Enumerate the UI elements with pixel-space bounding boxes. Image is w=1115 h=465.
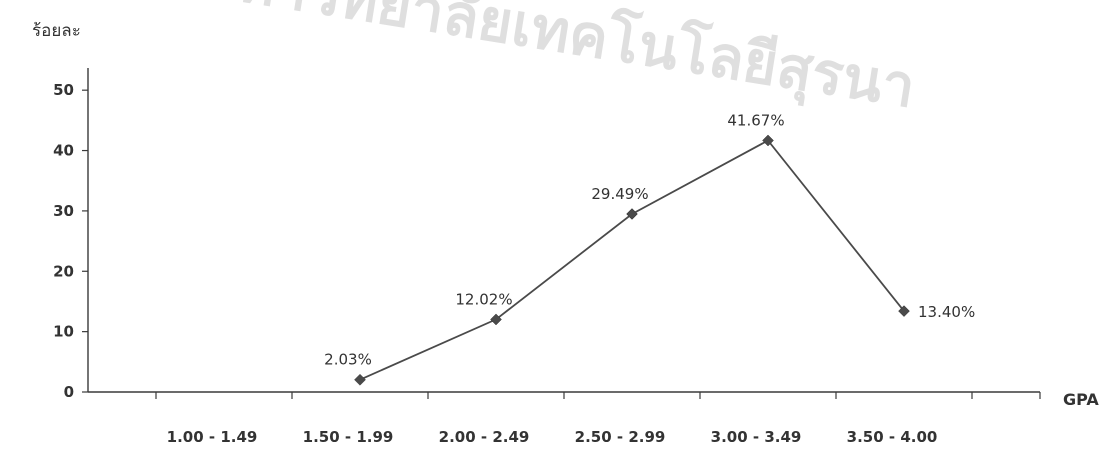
x-tick-label: 2.00 - 2.49	[439, 428, 530, 446]
data-point-marker	[490, 313, 502, 326]
watermark-text: ทาวิทยาลัยเทคโนโลยีสุรนา	[232, 0, 920, 124]
data-label: 12.02%	[455, 290, 512, 308]
y-tick-label: 10	[53, 323, 74, 341]
y-axis-ticks: 0 10 20 30 40 50	[53, 81, 88, 401]
data-label: 29.49%	[591, 185, 648, 203]
series-line	[359, 139, 905, 381]
data-labels-layer: 2.03% 12.02% 29.49% 41.67% 13.40%	[324, 111, 975, 368]
data-point-marker	[354, 373, 366, 386]
y-axis-title: ร้อยละ	[32, 21, 81, 41]
y-tick-label: 30	[53, 202, 74, 220]
x-tick-label: 3.50 - 4.00	[847, 428, 938, 446]
data-point-marker	[898, 305, 910, 317]
watermark: ทาวิทยาลัยเทคโนโลยีสุรนา	[232, 0, 920, 124]
data-point-marker	[626, 208, 638, 220]
x-axis-ticks: 1.00 - 1.49 1.50 - 1.99 2.00 - 2.49 2.50 - …	[155, 392, 1041, 446]
y-tick-label: 0	[64, 383, 74, 401]
x-tick-label: 2.50 - 2.99	[575, 428, 666, 446]
markers-layer	[354, 134, 910, 386]
y-tick-label: 50	[53, 81, 74, 99]
series-layer	[359, 139, 905, 381]
data-point-marker	[762, 134, 774, 147]
x-tick-label: 1.50 - 1.99	[303, 428, 394, 446]
y-tick-label: 20	[53, 262, 74, 280]
data-label: 2.03%	[324, 351, 372, 369]
x-tick-label: 1.00 - 1.49	[167, 428, 258, 446]
data-label: 13.40%	[918, 303, 975, 321]
y-tick-label: 40	[53, 142, 74, 160]
x-tick-label: 3.00 - 3.49	[711, 428, 802, 446]
x-axis-title: GPA	[1063, 390, 1099, 409]
data-label: 41.67%	[727, 111, 784, 129]
